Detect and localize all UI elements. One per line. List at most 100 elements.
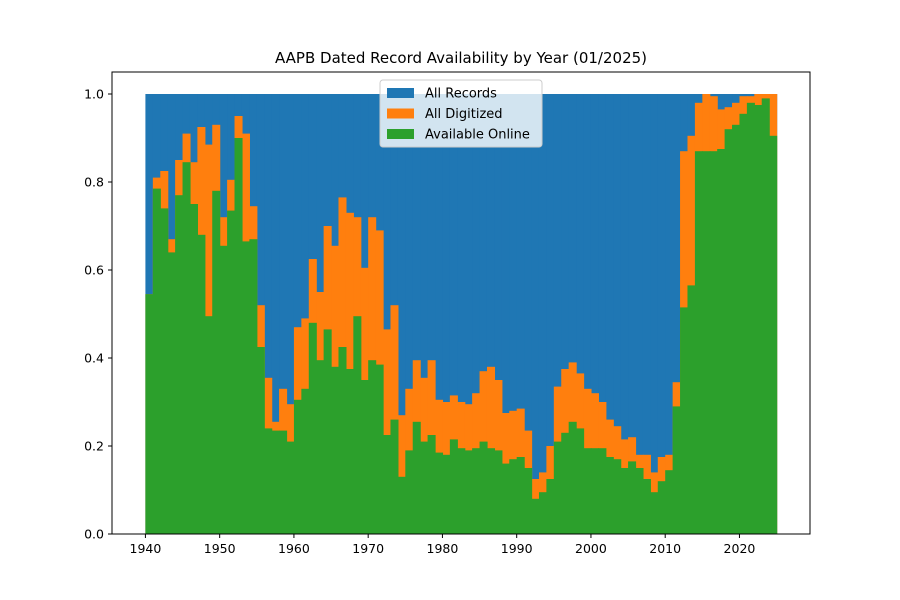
bar-series-2-1981 bbox=[449, 439, 458, 534]
bar-series-2-1962 bbox=[308, 322, 317, 534]
bar-series-2-1959 bbox=[286, 441, 295, 534]
bar-series-0-2002 bbox=[605, 94, 614, 534]
bar-series-2-1996 bbox=[561, 432, 570, 534]
bar-series-2-2022 bbox=[754, 105, 763, 534]
bar-series-2-2016 bbox=[709, 151, 718, 534]
bar-series-2-1985 bbox=[479, 441, 488, 534]
bar-series-1-1972 bbox=[383, 329, 392, 534]
bar-series-0-2007 bbox=[642, 94, 651, 534]
bar-series-2-1978 bbox=[427, 435, 436, 534]
bar-series-2-1972 bbox=[383, 435, 392, 534]
bar-series-2-1990 bbox=[516, 457, 525, 534]
bar-series-2-1966 bbox=[338, 347, 347, 534]
bar-series-2-2014 bbox=[694, 151, 703, 534]
bar-series-2-1944 bbox=[175, 195, 184, 534]
bar-series-0-1981 bbox=[449, 94, 458, 534]
bar-series-2-2008 bbox=[650, 492, 659, 534]
bar-series-2-1973 bbox=[390, 419, 399, 534]
bar-series-2-1999 bbox=[583, 448, 592, 534]
legend-swatch-0 bbox=[387, 88, 414, 98]
bar-series-2-1994 bbox=[546, 479, 555, 534]
bar-series-2-1941 bbox=[152, 188, 161, 534]
bar-series-2-2002 bbox=[605, 457, 614, 534]
bar-series-2-2020 bbox=[739, 113, 748, 535]
bar-series-0-2006 bbox=[635, 94, 644, 534]
y-tick-label-3: 0.6 bbox=[84, 263, 104, 278]
bar-series-0-2004 bbox=[620, 94, 629, 534]
plot-frame bbox=[111, 71, 811, 535]
bar-series-2-1993 bbox=[538, 492, 547, 534]
bar-series-0-1961 bbox=[301, 94, 310, 534]
bar-series-0-1984 bbox=[472, 94, 481, 534]
bar-series-0-1999 bbox=[583, 94, 592, 534]
series-2 bbox=[145, 98, 778, 535]
bar-series-2-1957 bbox=[271, 430, 280, 534]
bar-series-0-1959 bbox=[286, 94, 295, 534]
bar-series-2-2000 bbox=[590, 448, 599, 534]
bar-series-2-1963 bbox=[316, 360, 325, 534]
bar-series-0-1982 bbox=[457, 94, 466, 534]
bar-series-2-1960 bbox=[293, 399, 302, 534]
bar-series-0-1976 bbox=[412, 94, 421, 534]
bar-series-0-1988 bbox=[501, 94, 510, 534]
bar-series-2-1951 bbox=[227, 210, 236, 534]
bar-series-2-1989 bbox=[509, 459, 518, 534]
bar-series-2-1954 bbox=[249, 239, 258, 534]
legend-label-0: All Records bbox=[425, 87, 497, 102]
legend-box bbox=[379, 79, 543, 148]
bar-series-0-1995 bbox=[553, 94, 562, 534]
bar-series-2-1982 bbox=[457, 448, 466, 534]
bar-series-2-2023 bbox=[761, 98, 770, 535]
bar-series-2-2009 bbox=[657, 481, 666, 534]
bar-series-2-1974 bbox=[397, 476, 406, 534]
bar-series-2-1946 bbox=[189, 204, 198, 534]
bar-series-2-2007 bbox=[642, 479, 651, 534]
y-tick-label-2: 0.4 bbox=[84, 351, 104, 366]
axes-layer: 1940 1950 1960 1970 1980 1990 2000 2010 2020 0.0 0… bbox=[84, 71, 811, 556]
bar-series-2-1988 bbox=[501, 463, 510, 534]
bar-series-2-2004 bbox=[620, 468, 629, 534]
bar-series-2-1964 bbox=[323, 329, 332, 534]
bar-series-2-2005 bbox=[628, 461, 637, 534]
bar-series-2-1958 bbox=[279, 430, 288, 534]
bar-series-0-1957 bbox=[271, 94, 280, 534]
bar-series-2-1986 bbox=[486, 448, 496, 534]
bar-series-2-2021 bbox=[746, 102, 755, 535]
bar-series-0-1990 bbox=[516, 94, 525, 534]
bar-series-2-1961 bbox=[301, 388, 310, 534]
bar-series-2-1942 bbox=[160, 208, 169, 534]
bar-series-2-1947 bbox=[197, 234, 206, 535]
y-tick-label-5: 1.0 bbox=[84, 87, 104, 102]
bar-series-0-1989 bbox=[509, 94, 518, 534]
bar-series-0-2008 bbox=[650, 94, 659, 534]
bar-series-2-1998 bbox=[576, 428, 585, 534]
legend-swatch-1 bbox=[387, 108, 414, 119]
bar-series-2-1955 bbox=[256, 347, 265, 534]
x-tick-label-1980: 1980 bbox=[427, 541, 459, 556]
bar-series-1-1974 bbox=[397, 415, 406, 534]
bar-series-0-1996 bbox=[561, 94, 570, 534]
bar-series-2-1979 bbox=[435, 452, 444, 534]
bar-series-2-1952 bbox=[234, 138, 243, 534]
bar-series-0-2000 bbox=[590, 94, 599, 534]
bar-series-0-1992 bbox=[531, 94, 540, 534]
bar-series-2-1965 bbox=[331, 366, 340, 534]
bar-series-2-1945 bbox=[182, 162, 191, 534]
bar-series-0-1987 bbox=[494, 94, 503, 534]
legend: All Records All Digitized Available Online bbox=[379, 79, 543, 148]
bar-series-2-1970 bbox=[368, 360, 377, 534]
bar-series-0-1960 bbox=[293, 94, 302, 534]
y-tick-label-0: 0.0 bbox=[84, 527, 104, 542]
bars-layer bbox=[145, 94, 778, 535]
bar-series-2-2013 bbox=[687, 285, 696, 534]
bar-series-2-1940 bbox=[145, 294, 154, 534]
x-tick-label-1940: 1940 bbox=[130, 541, 162, 556]
bar-series-2-1987 bbox=[494, 450, 503, 534]
bar-series-2-2010 bbox=[665, 470, 674, 534]
legend-swatch-2 bbox=[387, 129, 414, 139]
bar-series-0-1956 bbox=[264, 94, 273, 534]
bar-series-0-1994 bbox=[546, 94, 555, 534]
bar-series-2-1992 bbox=[531, 498, 540, 534]
bar-series-0-1993 bbox=[538, 94, 547, 534]
